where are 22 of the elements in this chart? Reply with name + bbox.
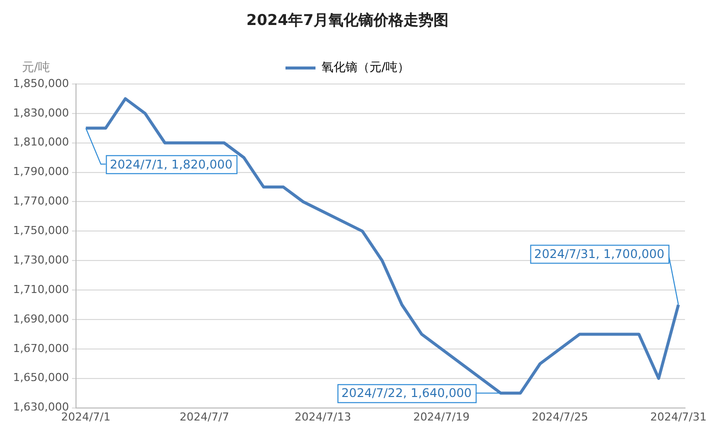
y-tick-label: 1,850,000 <box>13 76 69 90</box>
y-tick-label: 1,710,000 <box>13 282 69 296</box>
y-axis-title: 元/吨 <box>22 60 50 74</box>
legend-label: 氧化镝（元/吨） <box>321 60 410 74</box>
y-tick-label: 1,690,000 <box>13 312 69 326</box>
y-tick-label: 1,790,000 <box>13 165 69 178</box>
x-tick-label: 2024/7/31 <box>650 410 707 424</box>
y-tick-label: 1,830,000 <box>13 106 69 120</box>
annotation: 2024/7/22, 1,640,000 <box>341 386 472 400</box>
y-tick-label: 1,670,000 <box>13 342 69 355</box>
x-tick-label: 2024/7/25 <box>532 410 588 424</box>
y-tick-label: 1,650,000 <box>13 371 69 384</box>
x-tick-label: 2024/7/7 <box>180 410 230 424</box>
y-tick-label: 1,770,000 <box>13 194 69 208</box>
annotation: 2024/7/1, 1,820,000 <box>110 157 232 172</box>
chart-title: 2024年7月氧化镝价格走势图 <box>246 10 449 29</box>
x-tick-label: 2024/7/13 <box>294 410 352 424</box>
y-tick-label: 1,730,000 <box>13 253 69 266</box>
x-tick-label: 2024/7/19 <box>413 410 470 424</box>
y-tick-label: 1,750,000 <box>13 224 69 238</box>
y-tick-label: 1,810,000 <box>13 136 69 149</box>
annotation: 2024/7/31, 1,700,000 <box>534 246 664 261</box>
